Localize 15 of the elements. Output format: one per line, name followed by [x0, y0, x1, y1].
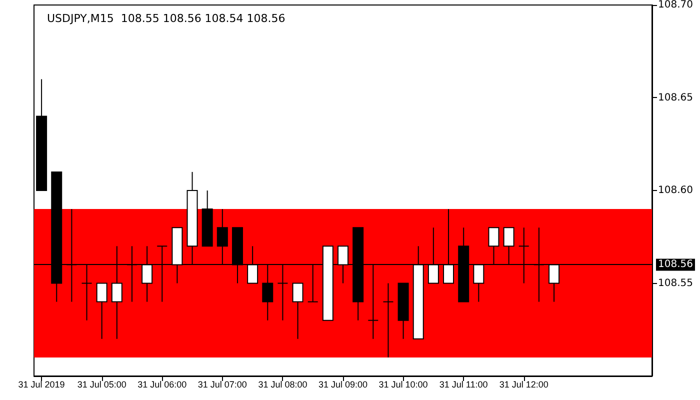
y-tick-label: 108.60	[658, 185, 693, 196]
x-tick-label: 31 Jul 10:00	[378, 380, 428, 390]
x-tick-label: 31 Jul 06:00	[138, 380, 187, 390]
ref-line-label: 108.56	[658, 259, 693, 270]
x-tick-label: 31 Jul 08:00	[258, 380, 308, 390]
y-tick-label: 108.55	[658, 278, 693, 289]
x-tick-label: 31 Jul 09:00	[318, 380, 368, 390]
x-tick-label: 31 Jul 05:00	[77, 380, 126, 390]
x-tick-label: 31 Jul 12:00	[499, 380, 548, 390]
y-tick-label: 108.65	[658, 92, 693, 104]
y-tick-label: 108.70	[658, 0, 693, 10]
text: USDJPY,M15 108.55 108.56 108.54 108.56	[47, 12, 286, 25]
x-tick-label: 31 Jul 11:00	[439, 380, 488, 390]
x-tick-label: 31 Jul 2019	[18, 380, 65, 390]
x-tick-label: 31 Jul 07:00	[198, 380, 247, 390]
